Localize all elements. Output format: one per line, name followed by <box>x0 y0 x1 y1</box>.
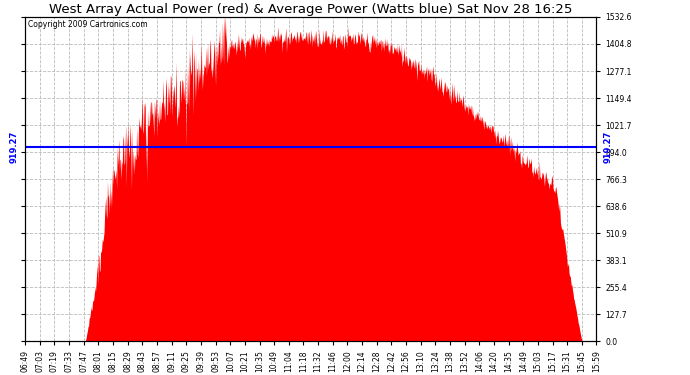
Text: 919.27: 919.27 <box>9 130 18 163</box>
Text: Copyright 2009 Cartronics.com: Copyright 2009 Cartronics.com <box>28 20 148 29</box>
Text: 919.27: 919.27 <box>603 130 612 163</box>
Title: West Array Actual Power (red) & Average Power (Watts blue) Sat Nov 28 16:25: West Array Actual Power (red) & Average … <box>49 3 573 16</box>
